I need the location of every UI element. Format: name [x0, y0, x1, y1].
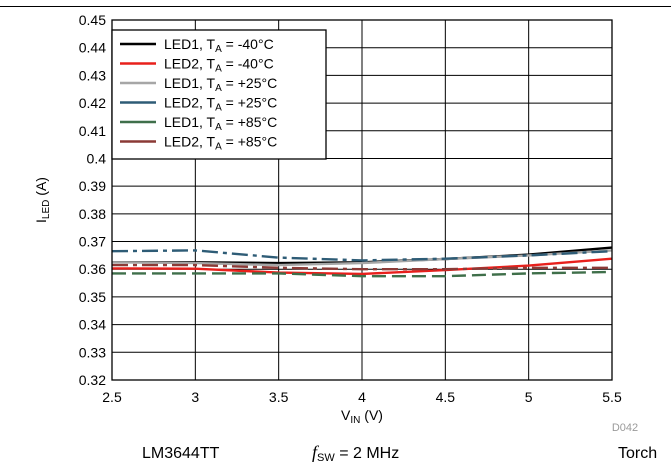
figure-id: D042	[612, 422, 638, 434]
y-axis-label-unit: (A)	[33, 177, 49, 200]
fsw-value: = 2 MHz	[335, 445, 399, 462]
legend-label-main: LED1, T	[164, 75, 216, 91]
fsw-sub: SW	[317, 452, 335, 464]
legend-label-main: LED2, T	[164, 56, 216, 72]
series-line-3	[111, 249, 613, 267]
y-tick-label: 0.38	[79, 206, 106, 222]
x-axis-label: VIN (V)	[341, 407, 383, 426]
fsw-symbol: f	[312, 442, 320, 462]
legend-label-sub: A	[215, 83, 222, 94]
legend-item: LED2, TA = +25°C	[120, 95, 277, 114]
plot-frame	[111, 19, 613, 381]
y-tick-label: 0.35	[79, 289, 106, 305]
legend-label-sub: A	[215, 64, 222, 75]
legend-label: LED1, TA = +85°C	[164, 114, 277, 133]
x-axis-label-sub: IN	[350, 415, 360, 426]
footer-mode: Torch	[618, 445, 657, 462]
y-tick-label: 0.44	[79, 40, 106, 56]
legend-label: LED1, TA = +25°C	[164, 75, 277, 94]
x-tick-label: 2.5	[102, 389, 122, 405]
legend-box	[111, 29, 327, 160]
y-axis-label: ILED (A)	[33, 177, 52, 223]
legend-label-sub: A	[215, 44, 222, 55]
legend-label-value: = +25°C	[222, 75, 277, 91]
legend-label: LED2, TA = +25°C	[164, 95, 277, 114]
legend-label-sub: A	[215, 103, 222, 114]
y-tick-label: 0.37	[79, 234, 106, 250]
series-line-6	[112, 263, 612, 271]
y-tick-label: 0.33	[79, 344, 106, 360]
legend-item: LED2, TA = +85°C	[120, 134, 277, 153]
y-tick-label: 0.39	[79, 178, 106, 194]
legend-label-main: LED2, T	[164, 134, 216, 150]
y-tick-label: 0.43	[79, 67, 106, 83]
legend-label-main: LED1, T	[164, 36, 216, 52]
x-tick-label: 3	[191, 389, 199, 405]
top-rule	[0, 6, 671, 7]
y-tick-label: 0.42	[79, 95, 106, 111]
legend-label-sub: A	[215, 142, 222, 153]
x-tick-label: 3.5	[269, 389, 289, 405]
legend-item: LED1, TA = +25°C	[120, 75, 277, 94]
series-lines	[111, 246, 613, 278]
series-line-5	[112, 270, 613, 278]
y-tick-label: 0.4	[87, 150, 107, 166]
x-axis-label-main: V	[341, 407, 351, 423]
legend-label-value: = +25°C	[222, 95, 277, 111]
legend-label-sub: A	[215, 122, 222, 133]
x-tick-label: 5	[525, 389, 533, 405]
legend-label-main: LED1, T	[164, 114, 216, 130]
y-axis-label-main: I	[33, 219, 49, 223]
y-tick-label: 0.34	[79, 317, 106, 333]
series-line-2	[111, 257, 613, 276]
legend-label: LED1, TA = -40°C	[164, 36, 274, 55]
footer-device: LM3644TT	[142, 445, 220, 462]
y-tick-label: 0.41	[79, 123, 106, 139]
y-axis-label-sub: LED	[41, 200, 52, 219]
legend-label-value: = -40°C	[222, 36, 274, 52]
legend-item: LED2, TA = -40°C	[120, 56, 274, 75]
series-line-4	[111, 249, 613, 262]
legend-label: LED2, TA = +85°C	[164, 134, 277, 153]
legend-item: LED1, TA = +85°C	[120, 114, 277, 133]
legend-label-main: LED2, T	[164, 95, 216, 111]
x-tick-label: 4	[358, 389, 366, 405]
x-tick-label: 4.5	[436, 389, 456, 405]
y-tick-label: 0.45	[79, 12, 106, 28]
legend-label-value: = -40°C	[222, 56, 274, 72]
footer-switching-frequency: fSW = 2 MHz	[312, 442, 399, 464]
legend-label-value: = +85°C	[222, 134, 277, 150]
y-tick-label: 0.36	[79, 261, 106, 277]
y-tick-labels: 0.32 0.33 0.34 0.35 0.36 0.37 0.38 0.39 0.4 0.41 0…	[79, 12, 106, 388]
legend-item: LED1, TA = -40°C	[120, 36, 274, 55]
x-tick-labels: 2.5 3 3.5 4 4.5 5 5.5	[102, 389, 622, 405]
y-tick-label: 0.32	[79, 372, 106, 388]
legend-label: LED2, TA = -40°C	[164, 56, 274, 75]
x-axis-label-unit: (V)	[360, 407, 383, 423]
x-tick-label: 5.5	[602, 389, 622, 405]
legend-label-value: = +85°C	[222, 114, 277, 130]
